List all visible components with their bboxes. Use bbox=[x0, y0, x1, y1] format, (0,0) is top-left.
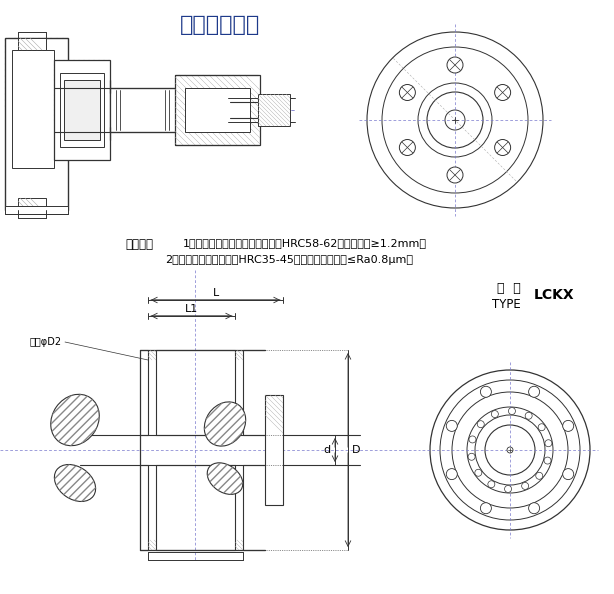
Circle shape bbox=[508, 407, 515, 415]
Bar bbox=[110, 88, 230, 132]
Ellipse shape bbox=[207, 463, 243, 494]
Circle shape bbox=[430, 370, 590, 530]
Circle shape bbox=[399, 140, 415, 156]
Ellipse shape bbox=[51, 394, 99, 446]
Circle shape bbox=[488, 481, 495, 488]
Circle shape bbox=[468, 453, 475, 460]
Circle shape bbox=[427, 92, 483, 148]
Bar bbox=[148, 350, 156, 360]
Circle shape bbox=[529, 503, 540, 514]
Bar bbox=[12, 50, 54, 168]
Circle shape bbox=[491, 410, 499, 418]
Bar bbox=[18, 38, 46, 50]
Ellipse shape bbox=[204, 402, 246, 446]
Bar bbox=[5, 38, 68, 210]
Text: L: L bbox=[212, 288, 219, 298]
Text: L1: L1 bbox=[185, 304, 198, 314]
Circle shape bbox=[538, 424, 545, 431]
Circle shape bbox=[507, 447, 513, 453]
Circle shape bbox=[544, 457, 551, 464]
Circle shape bbox=[495, 140, 511, 156]
Circle shape bbox=[495, 84, 511, 100]
Circle shape bbox=[367, 32, 543, 208]
Circle shape bbox=[522, 482, 529, 489]
Bar bbox=[5, 206, 68, 214]
Ellipse shape bbox=[51, 394, 99, 446]
Bar bbox=[54, 60, 110, 160]
Circle shape bbox=[446, 421, 457, 431]
Circle shape bbox=[536, 472, 543, 479]
Circle shape bbox=[446, 469, 457, 479]
Text: 2、工作面内部硬度值为HRC35-45，工作面粗糙度须≤Ra0.8μm。: 2、工作面内部硬度值为HRC35-45，工作面粗糙度须≤Ra0.8μm。 bbox=[165, 255, 413, 265]
Bar bbox=[185, 88, 250, 132]
Circle shape bbox=[382, 47, 528, 193]
Text: 1、磨削加工后的接触表面硬度为HRC58-62，硬化深度≥1.2mm；: 1、磨削加工后的接触表面硬度为HRC58-62，硬化深度≥1.2mm； bbox=[183, 238, 427, 248]
Circle shape bbox=[447, 57, 463, 73]
Text: 型  号: 型 号 bbox=[497, 282, 521, 295]
Circle shape bbox=[445, 110, 465, 130]
Circle shape bbox=[475, 415, 545, 485]
Bar bbox=[54, 60, 110, 160]
Ellipse shape bbox=[204, 402, 246, 446]
Circle shape bbox=[475, 469, 482, 476]
Bar bbox=[235, 540, 243, 550]
Bar bbox=[18, 198, 46, 210]
Circle shape bbox=[452, 392, 568, 508]
Bar bbox=[235, 350, 243, 360]
Circle shape bbox=[562, 469, 573, 479]
Circle shape bbox=[485, 425, 535, 475]
Text: 安装参考范例: 安装参考范例 bbox=[180, 15, 260, 35]
Bar bbox=[18, 198, 46, 210]
Bar bbox=[5, 38, 68, 210]
Circle shape bbox=[467, 407, 553, 493]
Bar bbox=[258, 94, 290, 126]
Circle shape bbox=[399, 84, 415, 100]
Circle shape bbox=[447, 167, 463, 183]
Bar bbox=[148, 540, 156, 550]
Bar bbox=[175, 75, 260, 145]
Text: 安装要求: 安装要求 bbox=[125, 238, 153, 251]
Circle shape bbox=[477, 421, 484, 428]
Circle shape bbox=[505, 485, 511, 492]
Circle shape bbox=[440, 380, 580, 520]
Circle shape bbox=[562, 421, 573, 431]
Circle shape bbox=[469, 436, 476, 443]
Ellipse shape bbox=[55, 465, 96, 501]
Bar bbox=[265, 395, 283, 505]
Circle shape bbox=[529, 386, 540, 397]
Text: D: D bbox=[352, 445, 360, 455]
Bar bbox=[18, 38, 46, 50]
Text: 钳卡φD2: 钳卡φD2 bbox=[30, 337, 62, 347]
Text: TYPE: TYPE bbox=[492, 298, 521, 311]
Text: d: d bbox=[324, 445, 330, 455]
Circle shape bbox=[545, 440, 552, 447]
Circle shape bbox=[480, 386, 491, 397]
Circle shape bbox=[418, 83, 492, 157]
Bar bbox=[60, 73, 104, 147]
Bar bbox=[64, 80, 100, 140]
Bar bbox=[265, 395, 283, 505]
Text: LCKX: LCKX bbox=[534, 288, 575, 302]
Circle shape bbox=[480, 503, 491, 514]
Bar bbox=[258, 94, 290, 126]
Circle shape bbox=[525, 412, 532, 419]
Bar bbox=[175, 75, 260, 145]
